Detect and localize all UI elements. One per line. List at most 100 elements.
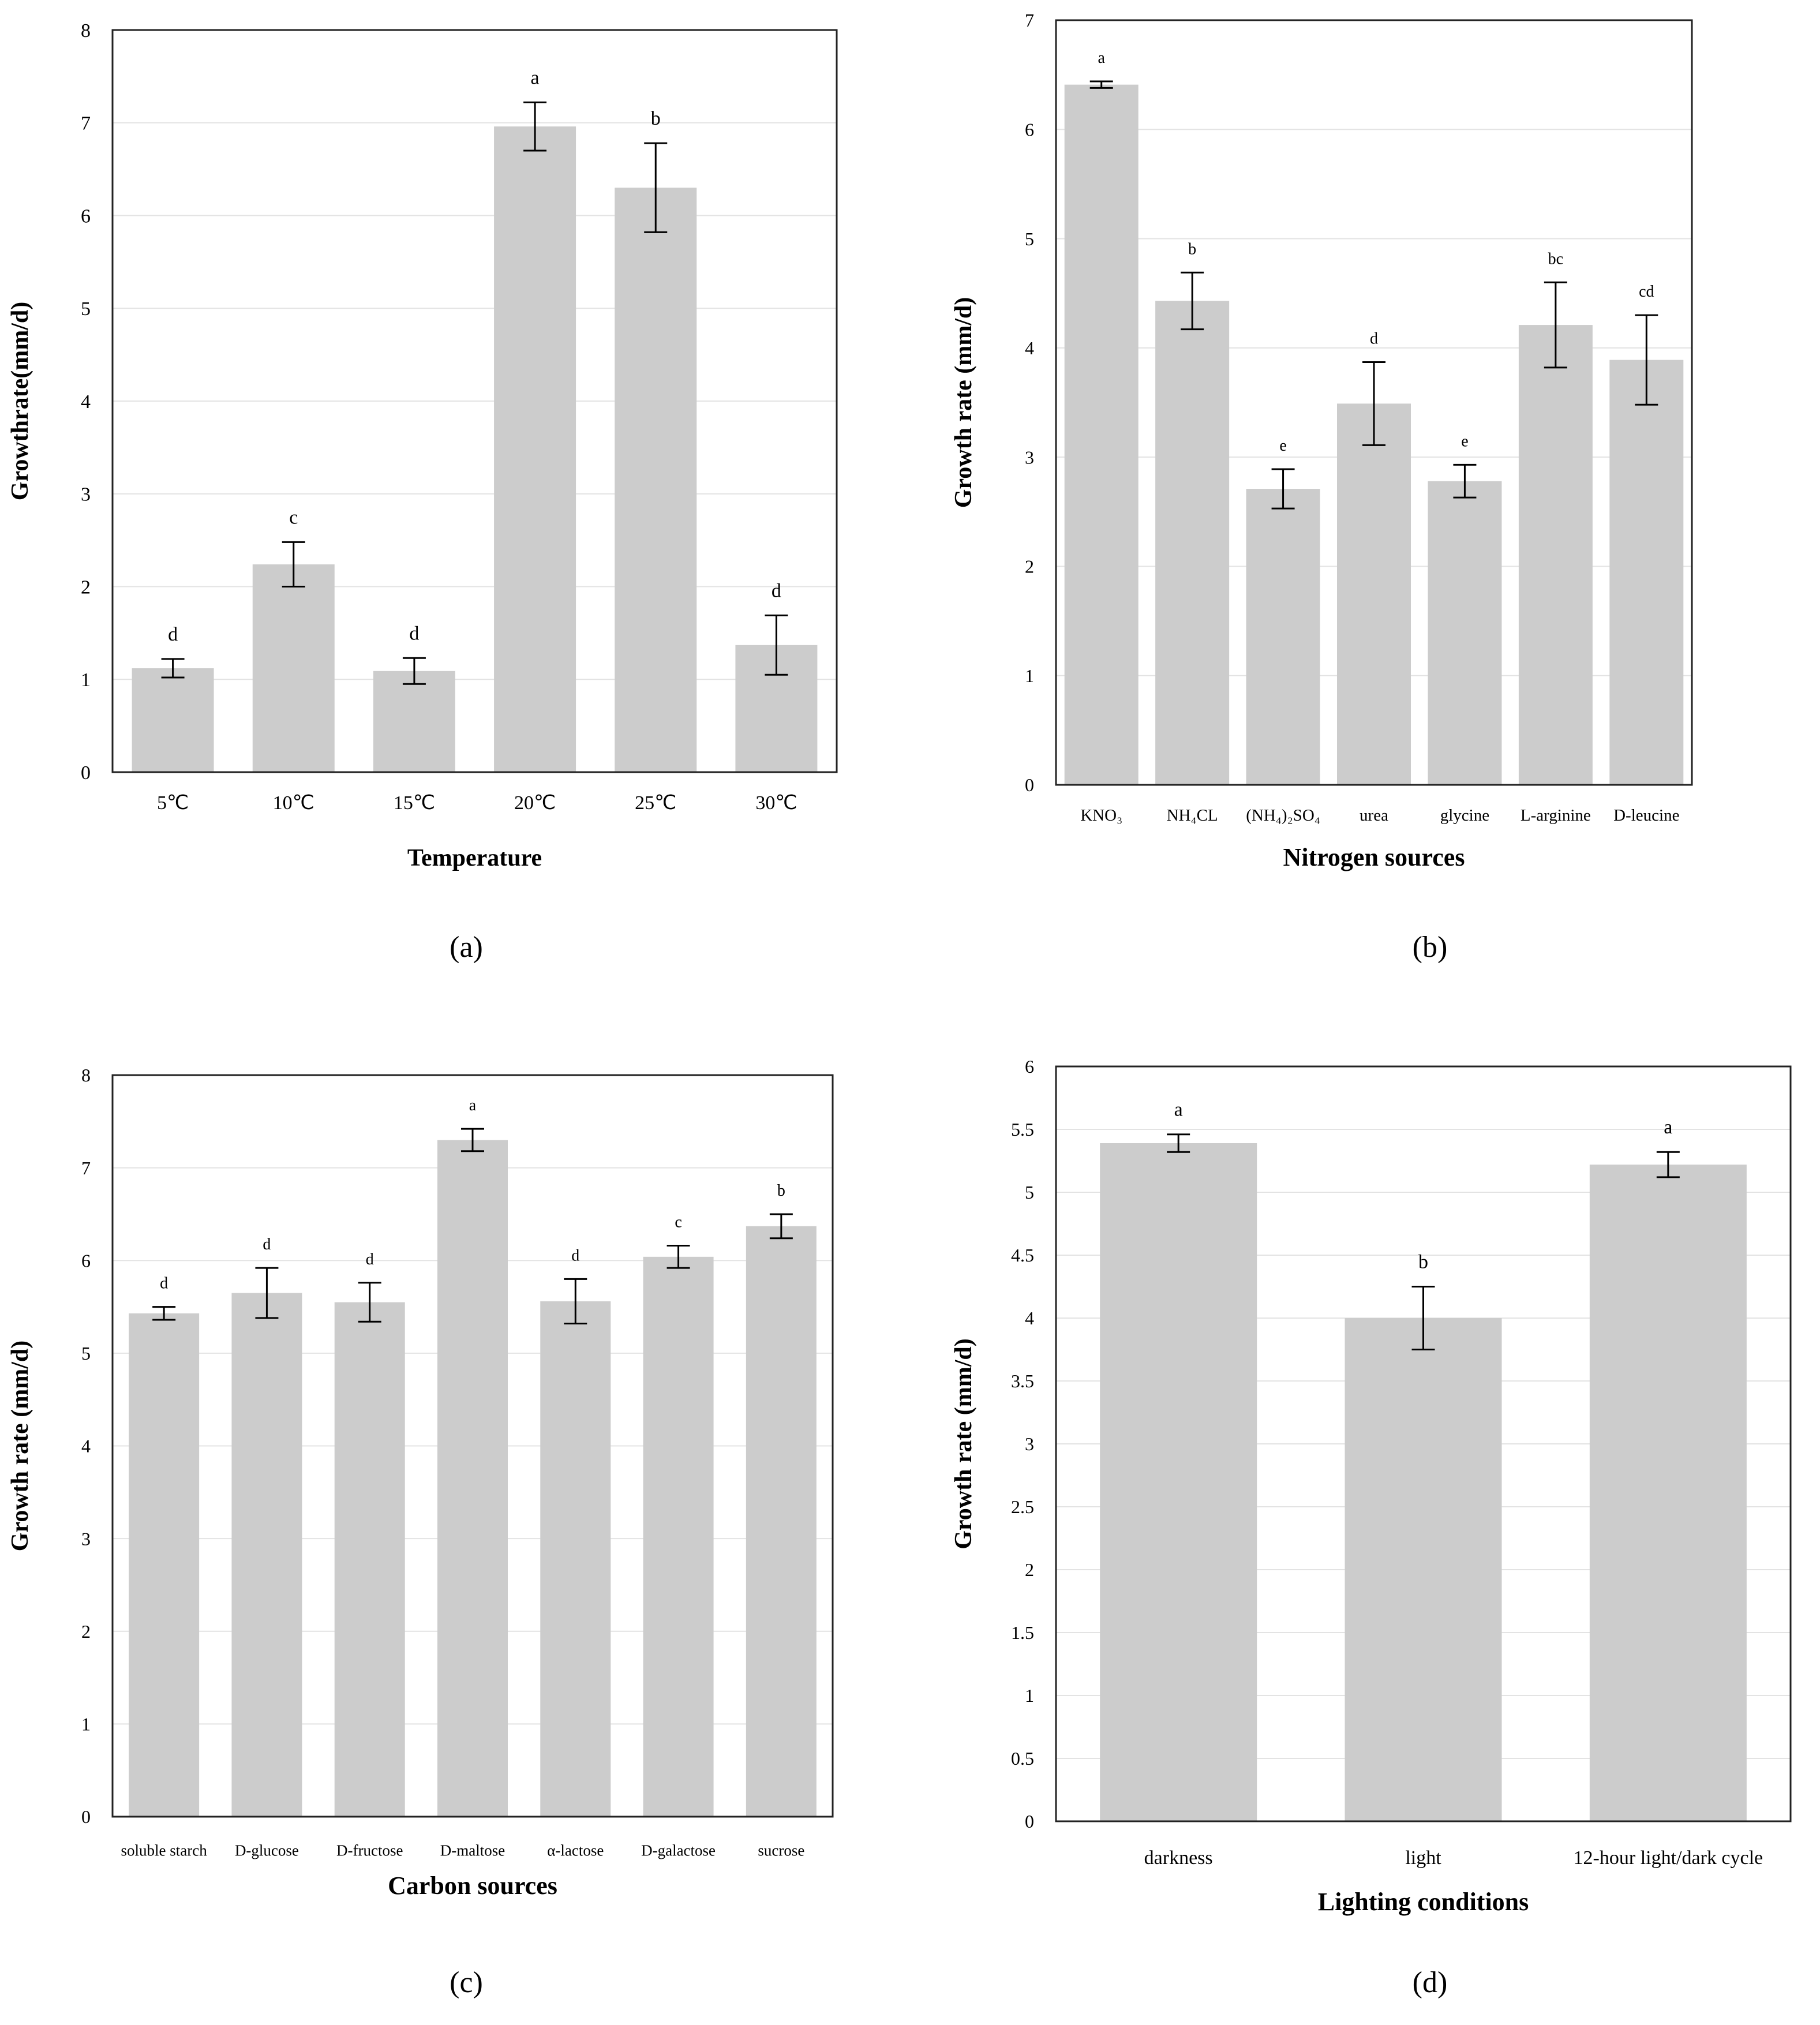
- significance-label: d: [571, 1247, 579, 1264]
- bar: [1518, 325, 1593, 784]
- y-tick-label: 7: [81, 1158, 91, 1178]
- panel-label: (c): [450, 1966, 483, 1999]
- y-tick-label: 1: [1025, 1685, 1034, 1706]
- y-tick-label: 2: [81, 577, 91, 598]
- x-tick-label: urea: [1360, 806, 1388, 825]
- y-tick-label: 7: [81, 113, 91, 134]
- x-tick-label: D-maltose: [440, 1841, 505, 1859]
- y-tick-label: 0: [81, 1806, 91, 1827]
- significance-label: a: [1098, 49, 1105, 67]
- y-tick-label: 2.5: [1011, 1496, 1034, 1517]
- panel-label: (b): [1413, 931, 1448, 964]
- x-tick-label: D-galactose: [641, 1841, 716, 1859]
- significance-label: a: [531, 67, 540, 88]
- x-tick-label: darkness: [1144, 1847, 1213, 1869]
- x-tick-label: L-arginine: [1521, 806, 1591, 825]
- bar: [129, 1313, 200, 1816]
- y-tick-label: 0: [1025, 774, 1034, 795]
- y-tick-label: 4: [1025, 1308, 1034, 1328]
- y-axis-title: Growthrate(mm/d): [7, 302, 33, 500]
- y-tick-label: 1: [81, 669, 91, 691]
- y-tick-label: 6: [81, 205, 91, 227]
- y-tick-label: 4: [81, 1436, 91, 1457]
- y-tick-label: 3: [1025, 1433, 1034, 1454]
- chart-panel-c: 0 1 2 3 4 5 6 7 8 d soluble starch d D-glucose d D-fru…: [7, 1065, 834, 1999]
- bar: [615, 188, 697, 772]
- bar: [1246, 489, 1320, 784]
- bar: [334, 1302, 405, 1816]
- x-tick-label: KNO₃: [1080, 806, 1122, 825]
- x-tick-label: 5℃: [157, 792, 189, 814]
- chart-panel-b: 0 1 2 3 4 5 6 7 a KNO₃ b NH₄CL e (NH₄)₂SO₄ d urea e glyci…: [950, 10, 1693, 964]
- bar: [494, 126, 576, 772]
- x-tick-label: sucrose: [758, 1841, 804, 1859]
- y-tick-label: 1.5: [1011, 1622, 1034, 1643]
- y-tick-label: 6: [1025, 1056, 1034, 1077]
- y-tick-label: 8: [81, 1065, 91, 1086]
- y-tick-label: 4: [1025, 338, 1034, 358]
- bar: [373, 671, 455, 772]
- significance-label: b: [777, 1182, 785, 1200]
- significance-label: c: [675, 1214, 681, 1232]
- significance-label: a: [1664, 1117, 1672, 1138]
- y-tick-label: 0: [81, 762, 91, 784]
- significance-label: cd: [1639, 283, 1654, 301]
- bar: [1428, 481, 1502, 784]
- bar: [746, 1226, 817, 1816]
- x-tick-label: 20℃: [514, 792, 556, 814]
- bar: [1609, 360, 1684, 784]
- bar: [1100, 1143, 1257, 1821]
- bar: [643, 1256, 714, 1816]
- significance-label: b: [1418, 1252, 1428, 1273]
- y-tick-label: 6: [1025, 119, 1034, 140]
- y-tick-label: 3: [81, 484, 91, 506]
- y-axis-title: Growth rate (mm/d): [7, 1341, 33, 1551]
- y-tick-label: 5: [1025, 229, 1034, 249]
- significance-label: e: [1279, 437, 1286, 455]
- y-tick-label: 3: [1025, 447, 1034, 467]
- x-tick-label: (NH₄)₂SO₄: [1246, 806, 1320, 825]
- significance-label: d: [772, 580, 781, 601]
- y-tick-label: 3: [81, 1528, 91, 1549]
- plot-frame: [111, 29, 838, 773]
- x-tick-label: light: [1405, 1847, 1441, 1869]
- significance-label: e: [1461, 432, 1468, 450]
- y-tick-label: 3.5: [1011, 1371, 1034, 1391]
- y-tick-label: 5.5: [1011, 1119, 1034, 1140]
- chart-panel-d: 0 0.5 1 1.5 2 2.5 3 3.5 4 4.5 5 5.5 6 a darkness b light…: [950, 1056, 1792, 1999]
- bar: [1589, 1165, 1747, 1821]
- significance-label: a: [469, 1096, 477, 1114]
- panel-label: (a): [450, 931, 483, 964]
- x-tick-label: 25℃: [635, 792, 676, 814]
- x-tick-label: D-leucine: [1613, 806, 1679, 825]
- y-tick-label: 5: [81, 298, 91, 320]
- y-tick-label: 1: [1025, 665, 1034, 686]
- significance-label: b: [1188, 240, 1196, 258]
- x-axis-title: Nitrogen sources: [1283, 843, 1465, 871]
- y-tick-label: 2: [1025, 1559, 1034, 1580]
- bar: [1064, 84, 1139, 784]
- significance-label: d: [366, 1251, 374, 1268]
- x-tick-label: glycine: [1440, 806, 1489, 825]
- y-tick-label: 4: [81, 391, 91, 413]
- x-tick-label: 12-hour light/dark cycle: [1574, 1847, 1763, 1869]
- bar: [1345, 1318, 1502, 1821]
- significance-label: c: [289, 507, 298, 528]
- bar: [1155, 301, 1230, 784]
- bar: [231, 1293, 302, 1816]
- panel-label: (d): [1413, 1966, 1448, 1999]
- x-axis-title: Lighting conditions: [1318, 1888, 1529, 1916]
- bar: [540, 1301, 611, 1816]
- chart-panel-a: 0 1 2 3 4 5 6 7 8 d 5℃ c 10℃ d 15℃ a 20℃ b 25℃ d 30℃ Temperat…: [7, 20, 838, 964]
- bar: [1337, 403, 1411, 784]
- x-axis-title: Carbon sources: [388, 1871, 557, 1900]
- y-tick-label: 1: [81, 1714, 91, 1735]
- x-tick-label: NH₄CL: [1167, 806, 1218, 825]
- x-tick-label: D-fructose: [336, 1841, 403, 1859]
- x-tick-label: 30℃: [755, 792, 797, 814]
- y-tick-label: 0: [1025, 1811, 1034, 1832]
- y-tick-label: 2: [1025, 556, 1034, 577]
- significance-label: a: [1174, 1099, 1183, 1121]
- significance-label: b: [651, 108, 661, 129]
